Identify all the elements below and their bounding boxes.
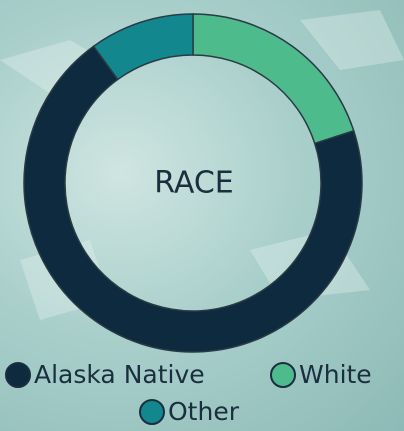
legend-label: Alaska Native xyxy=(34,360,205,389)
legend-label: White xyxy=(299,360,372,389)
legend-swatch xyxy=(140,400,164,424)
legend-swatch xyxy=(271,363,295,387)
page: RACE Alaska Native White Other xyxy=(0,0,404,431)
legend-swatch xyxy=(6,363,30,387)
chart-title: RACE xyxy=(154,166,234,201)
chart: RACE Alaska Native White Other xyxy=(0,0,404,431)
legend-label: Other xyxy=(168,397,240,426)
